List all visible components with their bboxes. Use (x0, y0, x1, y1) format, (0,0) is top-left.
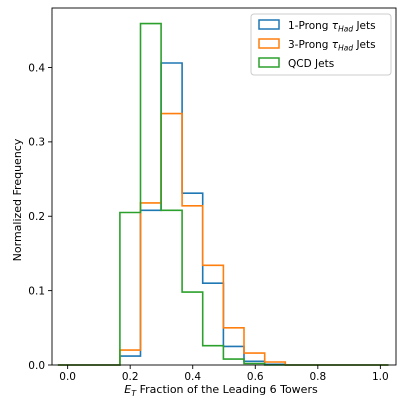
x-axis-label-e: E (124, 383, 131, 396)
legend-frame (250, 13, 392, 76)
y-tick-label-3: 0.3 (28, 137, 45, 149)
legend-swatch-qcd (258, 57, 280, 68)
y-axis-label: Normalized Frequency (11, 138, 24, 261)
legend-swatch-1-prong (258, 19, 280, 30)
axes-frame (51, 7, 397, 366)
legend-label-qcd: QCD Jets (288, 58, 334, 70)
legend-swatch-3-prong (258, 38, 280, 49)
y-tick-label-1: 0.1 (28, 285, 45, 297)
x-tick-label-3: 0.6 (247, 371, 264, 383)
x-axis-label-t-sub: T (131, 389, 137, 398)
x-tick-label-5: 1.0 (372, 371, 389, 383)
x-tick-label-0: 0.0 (59, 371, 76, 383)
legend-label-3-prong: 3-Prong τHad Jets (288, 39, 376, 53)
x-axis-label: ET Fraction of the Leading 6 Towers (124, 383, 318, 398)
x-tick-label-4: 0.8 (309, 371, 326, 383)
legend: 1-Prong τHad Jets 3-Prong τHad Jets QCD … (250, 13, 392, 76)
y-tick-label-0: 0.0 (28, 360, 45, 372)
x-tick-label-1: 0.2 (122, 371, 139, 383)
x-axis-label-rest: Fraction of the Leading 6 Towers (136, 383, 318, 396)
x-tick-label-2: 0.4 (184, 371, 201, 383)
legend-label-1-prong: 1-Prong τHad Jets (288, 20, 376, 34)
y-tick-label-4: 0.4 (28, 62, 45, 74)
axes-layer: 0.0 0.2 0.4 0.6 0.8 1.0 0.0 0.1 0.2 0.3 0.4 (28, 7, 397, 383)
y-tick-label-2: 0.2 (28, 211, 45, 223)
